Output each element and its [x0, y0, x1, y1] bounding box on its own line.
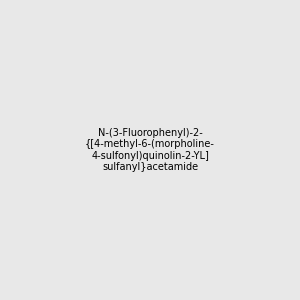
- Text: N-(3-Fluorophenyl)-2-
{[4-methyl-6-(morpholine-
4-sulfonyl)quinolin-2-YL]
sulfan: N-(3-Fluorophenyl)-2- {[4-methyl-6-(morp…: [85, 128, 215, 172]
